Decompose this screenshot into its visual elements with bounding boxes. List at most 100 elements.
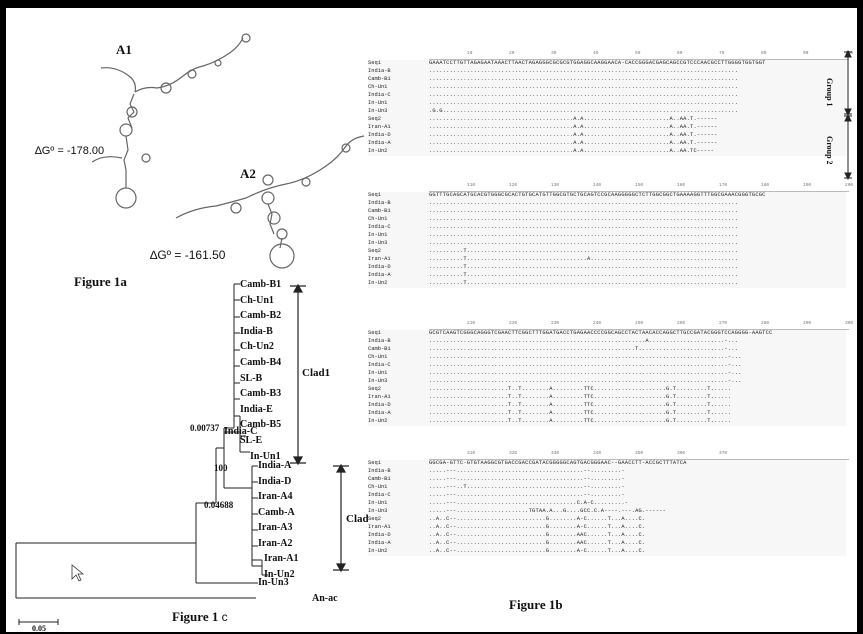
ruler-tick-label: 90 — [803, 51, 809, 56]
ruler-tick-label: 50 — [635, 51, 641, 56]
ruler-tick-label: 190 — [803, 183, 812, 188]
sequence-row: ........................................… — [429, 378, 742, 384]
ruler-tick-label: 330 — [551, 451, 560, 456]
tree-branch-root — [15, 542, 256, 599]
taxon-label: Camb-B2 — [240, 310, 282, 322]
taxon-label: In-Un1 — [250, 450, 281, 462]
sequence-row: ........................................… — [429, 132, 718, 138]
ruler-tick-label: 320 — [509, 451, 518, 456]
alignment-ruler — [429, 52, 849, 60]
sequence-name: India-C — [368, 492, 391, 498]
sequence-name: In-Un3 — [368, 378, 388, 384]
sequence-row: .......................T..T........A....… — [429, 402, 732, 408]
sequence-row: .....---..T.............................… — [429, 484, 625, 490]
sequence-row: GCGTCAAGTCGGGCAGGGTCGAACTTCGGCTTTGGATGAC… — [429, 330, 773, 336]
structure-label-a1: A1 — [116, 42, 132, 57]
clad1-label: Clad1 — [302, 367, 331, 379]
sequence-row: GGCGA-GTTC-GTGTAAGGCGTGACCGACCGATACGGGGG… — [429, 460, 687, 466]
sequence-row: .......................T..T........A....… — [429, 410, 732, 416]
sequence-row: ..........T.............................… — [429, 248, 739, 254]
sequence-row: ..A..C--..........................G.....… — [429, 548, 646, 554]
figure-1b-caption: Figure 1b — [509, 597, 563, 612]
taxon-in-un3: In-Un3 — [258, 577, 289, 588]
sequence-row: .....---................................… — [429, 476, 625, 482]
ruler-tick-label: 170 — [719, 183, 728, 188]
sequence-name: In-Un3 — [368, 240, 388, 246]
sequence-row: ........................................… — [429, 224, 739, 230]
sequence-name: India-D — [368, 264, 391, 270]
sequence-row: ........................................… — [429, 232, 739, 238]
taxon-label: In-Un2 — [264, 568, 295, 580]
tree-branch-india-c — [223, 428, 234, 433]
ruler-tick-label: 210 — [467, 321, 476, 326]
sequence-name: In-Un2 — [368, 148, 388, 154]
sequence-name: India-B — [368, 468, 391, 474]
scale-bar-label: 0.05 — [32, 624, 46, 632]
tree-branch-ingroup — [195, 503, 258, 584]
rna-structure-a2 — [175, 135, 365, 269]
ruler-tick-label: 80 — [761, 51, 767, 56]
sequence-row: ..A..C--..........................G.....… — [429, 540, 646, 546]
sequence-name: Seq1 — [368, 460, 381, 466]
figure-1c-caption-suffix: c — [221, 610, 228, 624]
sequence-name: India-B — [368, 200, 391, 206]
sequence-name: In-Un1 — [368, 232, 388, 238]
sequence-row: ..........T.............................… — [429, 256, 739, 262]
ruler-tick-label: 340 — [593, 451, 602, 456]
ruler-tick-label: 240 — [593, 321, 602, 326]
sequence-row: .G.G....................................… — [429, 108, 739, 114]
sequence-name: India-D — [368, 132, 391, 138]
sequence-row: ..........T.............................… — [429, 264, 739, 270]
taxon-label: Camb-B4 — [240, 357, 282, 368]
sequence-row: ........................................… — [429, 148, 715, 154]
sequence-name: India-A — [368, 272, 391, 278]
ruler-tick-label: 100 — [845, 51, 854, 56]
scale-bar — [18, 619, 59, 625]
alignment-block: 10 20 30 40 50 60 70 80 90 100 Seq1 GAAATCCTTGTTAGA… — [368, 51, 853, 156]
sequence-row: ..A..C--..........................G.....… — [429, 516, 646, 522]
ruler-tick-label: 230 — [551, 321, 560, 326]
group-1-label: Group 1 — [825, 78, 834, 107]
sequence-row: ........................................… — [429, 140, 718, 146]
ruler-tick-label: 110 — [467, 183, 476, 188]
taxon-india-c: India-C — [224, 426, 258, 437]
sequence-name: Iran-A1 — [368, 524, 391, 530]
sequence-row: .......................T..T........A....… — [429, 394, 732, 400]
sequence-name: India-B — [368, 68, 391, 74]
sequence-name: In-Un1 — [368, 370, 388, 376]
sequence-row: ..A..C--..........................G.....… — [429, 532, 646, 538]
tree-branch-clad-split — [216, 428, 225, 488]
taxon-label: Iran-A2 — [258, 537, 293, 549]
sequence-row: .....---................................… — [429, 500, 629, 506]
ruler-tick-label: 140 — [593, 183, 602, 188]
figure-1a-caption: Figure 1a — [74, 274, 127, 289]
sequence-row: ........................................… — [429, 100, 739, 106]
sequence-row: .....---................................… — [429, 468, 625, 474]
sequence-name: Camb-B1 — [368, 208, 391, 214]
phylogenetic-tree — [15, 283, 349, 625]
sequence-row: ........................................… — [429, 216, 739, 222]
sequence-name: Ch-Un1 — [368, 354, 388, 360]
ruler-tick-label: 300 — [845, 321, 854, 326]
taxon-label: Camb-B5 — [240, 419, 282, 431]
ruler-tick-label: 30 — [551, 51, 557, 56]
ruler-tick-label: 310 — [467, 451, 476, 456]
sequence-row: ........................................… — [429, 208, 739, 214]
sequence-name: Iran-A1 — [368, 256, 391, 262]
sequence-row: ........................................… — [429, 354, 742, 360]
sequence-row: ........................................… — [429, 68, 739, 74]
taxon-label: Ch-Un1 — [240, 294, 274, 306]
taxon-outgroup: An-ac — [312, 593, 338, 604]
sequence-name: India-C — [368, 362, 391, 368]
taxon-label: Iran-A3 — [258, 522, 293, 533]
branch-support-2: 100 — [214, 463, 228, 473]
rna-structure-a1 — [91, 33, 251, 209]
taxon-label: India-D — [258, 475, 292, 487]
group-2-label: Group 2 — [825, 136, 834, 165]
sequence-name: India-B — [368, 338, 391, 344]
sequence-name: Iran-A1 — [368, 394, 391, 400]
clad2-label: Clad2 — [346, 513, 375, 525]
sequence-row: ........................................… — [429, 240, 739, 246]
ruler-tick-label: 350 — [635, 451, 644, 456]
sequence-row: .......................T..T........A....… — [429, 386, 732, 392]
